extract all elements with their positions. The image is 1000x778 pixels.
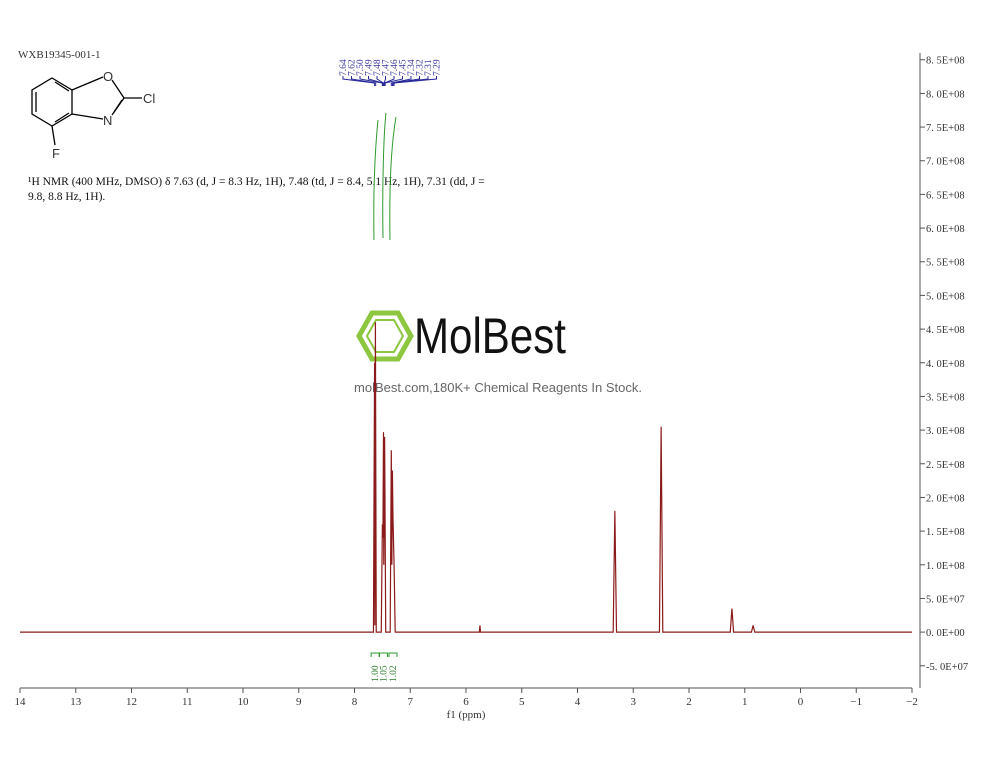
- watermark-tagline: molBest.com,180K+ Chemical Reagents In S…: [354, 380, 642, 395]
- x-tick-label: −1: [850, 696, 862, 708]
- y-tick-label: 5. 0E+07: [926, 594, 965, 605]
- atom-label: F: [52, 146, 60, 161]
- y-tick-label: 8. 0E+08: [926, 89, 965, 100]
- sample-id: WXB19345-001-1: [18, 49, 101, 61]
- peak-label: 7.50: [356, 59, 366, 76]
- peak-label: 7.64: [339, 59, 349, 76]
- y-tick-label: 5. 5E+08: [926, 258, 965, 269]
- peak-connector: [359, 76, 383, 86]
- x-tick-label: 2: [686, 696, 692, 708]
- peak-connector: [391, 76, 420, 86]
- peak-label: 7.34: [407, 59, 417, 76]
- peak-label: 7.47: [382, 59, 392, 76]
- peak-connector: [383, 76, 386, 86]
- y-tick-label: 8. 5E+08: [926, 56, 965, 67]
- y-tick-label: 2. 5E+08: [926, 460, 965, 471]
- x-tick-label: 1: [742, 696, 748, 708]
- integral-label: 1.02: [389, 665, 399, 682]
- y-tick-label: 7. 5E+08: [926, 123, 965, 134]
- x-axis-label: f1 (ppm): [447, 709, 486, 721]
- peak-connector: [384, 76, 403, 86]
- x-tick-label: 13: [70, 696, 82, 708]
- y-tick-label: 6. 5E+08: [926, 190, 965, 201]
- spectrum-line: [20, 322, 912, 633]
- peak-label: 7.62: [348, 59, 358, 76]
- y-tick-label: 3. 0E+08: [926, 426, 965, 437]
- peak-connector: [393, 76, 437, 86]
- x-tick-label: 8: [352, 696, 358, 708]
- x-tick-label: 10: [238, 696, 250, 708]
- y-tick-label: 4. 0E+08: [926, 359, 965, 370]
- y-tick-label: -5. 0E+07: [926, 662, 968, 673]
- x-tick-label: 3: [631, 696, 637, 708]
- integral-label: 1.05: [379, 665, 389, 682]
- peak-label: 7.29: [433, 59, 443, 76]
- peak-label: 7.49: [365, 59, 375, 76]
- x-tick-label: 5: [519, 696, 525, 708]
- integral-curves: [373, 112, 397, 241]
- integral-label: 1.00: [371, 665, 381, 682]
- peak-connector: [376, 76, 384, 86]
- y-tick-label: 2. 0E+08: [926, 493, 965, 504]
- x-tick-label: 6: [463, 696, 469, 708]
- peak-connector: [342, 76, 376, 86]
- y-tick-label: 5. 0E+08: [926, 291, 965, 302]
- y-tick-label: 1. 5E+08: [926, 527, 965, 538]
- peak-connector: [368, 76, 384, 86]
- peak-label: 7.48: [373, 59, 383, 76]
- y-tick-label: 4. 5E+08: [926, 325, 965, 336]
- x-tick-label: 7: [408, 696, 414, 708]
- peak-label: 7.31: [424, 59, 434, 76]
- x-tick-label: 4: [575, 696, 581, 708]
- integral-bracket: [378, 652, 388, 657]
- atom-label: Cl: [143, 91, 155, 106]
- peak-label: 7.46: [390, 59, 400, 76]
- y-tick-label: 1. 0E+08: [926, 561, 965, 572]
- integral-bracket: [388, 652, 398, 657]
- x-tick-label: 14: [15, 696, 27, 708]
- watermark-logo: [356, 310, 414, 362]
- x-tick-label: 9: [296, 696, 302, 708]
- x-tick-label: 12: [126, 696, 137, 708]
- peak-connector: [351, 76, 377, 86]
- atom-label: O: [103, 69, 113, 84]
- peak-label: 7.45: [399, 59, 409, 76]
- y-tick-label: 0. 0E+00: [926, 628, 965, 639]
- y-tick-label: 3. 5E+08: [926, 392, 965, 403]
- peak-connector: [390, 76, 412, 86]
- x-tick-label: 0: [798, 696, 804, 708]
- y-tick-label: 6. 0E+08: [926, 224, 965, 235]
- integral-bracket: [370, 652, 380, 657]
- x-tick-label: 11: [182, 696, 193, 708]
- nmr-text: ¹H NMR (400 MHz, DMSO) δ 7.63 (d, J = 8.…: [28, 176, 485, 203]
- nmr-text-box: ¹H NMR (400 MHz, DMSO) δ 7.63 (d, J = 8.…: [28, 176, 485, 203]
- y-tick-label: 7. 0E+08: [926, 157, 965, 168]
- peak-connector: [384, 76, 395, 86]
- structure: [31, 76, 142, 146]
- atom-label: N: [103, 113, 112, 128]
- peak-label: 7.32: [416, 59, 426, 76]
- watermark-brand: MolBest: [414, 308, 566, 364]
- x-tick-label: −2: [906, 696, 918, 708]
